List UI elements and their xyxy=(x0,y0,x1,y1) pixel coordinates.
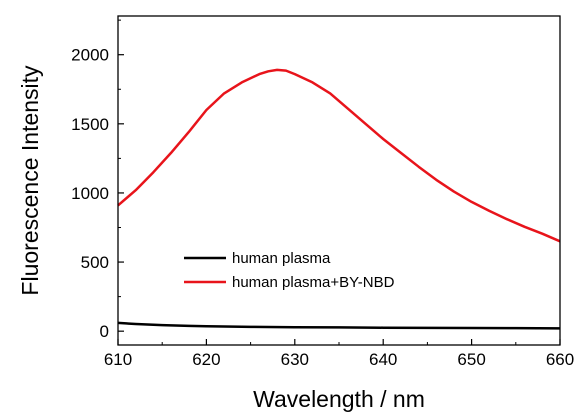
y-axis-title-group: Fluorescence Intensity xyxy=(17,65,43,296)
series-line-human-plasma-by-nbd xyxy=(117,68,561,243)
x-axis-title: Wavelength / nm xyxy=(253,386,425,412)
x-tick-label: 660 xyxy=(546,350,574,369)
y-tick-label: 2000 xyxy=(71,46,109,65)
y-axis-title: Fluorescence Intensity xyxy=(17,65,43,296)
x-tick-label: 620 xyxy=(192,350,220,369)
y-tick-label: 1500 xyxy=(71,115,109,134)
y-tick-label: 1000 xyxy=(71,184,109,203)
plot-frame xyxy=(117,15,561,346)
series-layer xyxy=(117,68,561,330)
x-tick-label: 650 xyxy=(457,350,485,369)
series-line-human-plasma xyxy=(117,321,561,330)
y-tick-label: 500 xyxy=(81,253,109,272)
legend: human plasma human plasma+BY-NBD xyxy=(184,250,395,291)
x-tick-label: 630 xyxy=(281,350,309,369)
x-axis-ticks: 610 620 630 640 650 660 xyxy=(104,339,574,369)
legend-label-human-plasma: human plasma xyxy=(232,250,331,267)
y-tick-label: 0 xyxy=(100,322,109,341)
x-tick-label: 640 xyxy=(369,350,397,369)
y-axis-ticks: 0 500 1000 1500 2000 xyxy=(71,19,124,341)
x-tick-label: 610 xyxy=(104,350,132,369)
legend-label-human-plasma-by-nbd: human plasma+BY-NBD xyxy=(232,274,395,291)
